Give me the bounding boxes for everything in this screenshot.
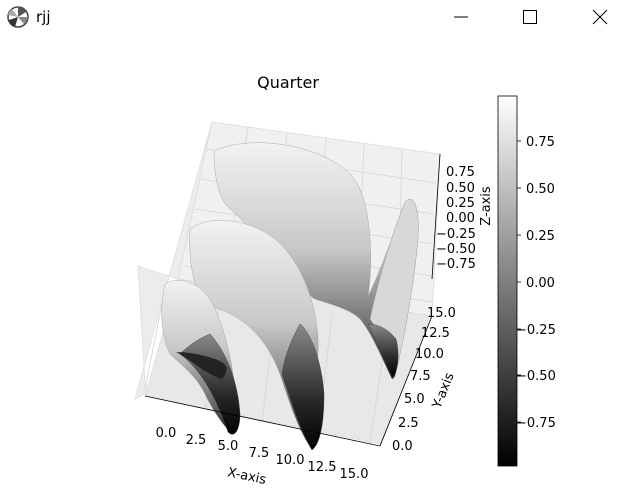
chart-title: Quarter bbox=[257, 73, 319, 92]
x-tick-labels: 0.0 2.5 5.0 7.5 10.0 12.5 15.0 bbox=[156, 426, 369, 482]
y-tick-label: 15.0 bbox=[427, 306, 456, 321]
z-axis: 0.75 0.50 0.25 0.00 −0.25 −0.50 −0.75 Z-… bbox=[431, 153, 494, 280]
z-axis-label: Z-axis bbox=[479, 186, 494, 226]
colorbar-tick-labels: 0.75 0.50 0.25 0.00 −0.25 −0.50 −0.75 bbox=[516, 135, 556, 431]
x-tick-label: 10.0 bbox=[276, 453, 305, 468]
z-tick-label: −0.75 bbox=[436, 257, 476, 272]
colorbar-gradient bbox=[497, 95, 518, 467]
z-tick-label: −0.50 bbox=[436, 242, 476, 257]
z-tick-label: 0.25 bbox=[446, 196, 475, 211]
colorbar-tick-label: 0.50 bbox=[526, 182, 555, 197]
colorbar-tick-label: 0.25 bbox=[526, 229, 555, 244]
y-tick-label: 12.5 bbox=[421, 326, 450, 341]
x-tick-label: 15.0 bbox=[340, 467, 369, 482]
y-tick-label: 2.5 bbox=[398, 416, 419, 431]
minimize-icon bbox=[454, 16, 468, 18]
plot-svg: Quarter bbox=[134, 73, 556, 488]
minimize-button[interactable] bbox=[438, 0, 484, 34]
colorbar-tick-label: 0.00 bbox=[526, 276, 555, 291]
x-tick-label: 0.0 bbox=[156, 426, 177, 441]
surface-plot bbox=[161, 142, 419, 451]
close-icon bbox=[592, 9, 608, 25]
y-tick-label: 5.0 bbox=[404, 392, 425, 407]
figure-canvas[interactable]: Quarter bbox=[0, 34, 623, 500]
title-bar: rjj bbox=[0, 0, 623, 34]
colorbar-tick-label: −0.75 bbox=[516, 416, 556, 431]
x-axis: 0.0 2.5 5.0 7.5 10.0 12.5 15.0 X-axis bbox=[144, 395, 381, 488]
close-button[interactable] bbox=[577, 0, 623, 34]
maximize-button[interactable] bbox=[507, 0, 553, 34]
surface-shadow-floor bbox=[176, 352, 227, 379]
colorbar-tick-label: 0.75 bbox=[526, 135, 555, 150]
y-tick-label: 10.0 bbox=[415, 347, 444, 362]
colorbar-tick-label: −0.50 bbox=[516, 369, 556, 384]
x-tick-label: 5.0 bbox=[218, 439, 239, 454]
colorbar-tick-label: −0.25 bbox=[516, 323, 556, 338]
z-tick-label: 0.00 bbox=[446, 211, 475, 226]
y-tick-label: 7.5 bbox=[410, 369, 431, 384]
y-tick-label: 0.0 bbox=[392, 439, 413, 454]
colorbar: 0.75 0.50 0.25 0.00 −0.25 −0.50 −0.75 bbox=[497, 95, 556, 467]
z-tick-label: −0.25 bbox=[436, 227, 476, 242]
x-axis-label: X-axis bbox=[226, 465, 267, 488]
window-title: rjj bbox=[36, 8, 51, 26]
x-tick-label: 2.5 bbox=[186, 433, 207, 448]
z-tick-label: 0.50 bbox=[446, 181, 475, 196]
maximize-icon bbox=[523, 10, 537, 24]
x-tick-label: 7.5 bbox=[249, 446, 270, 461]
z-tick-label: 0.75 bbox=[446, 165, 475, 180]
z-tick-labels: 0.75 0.50 0.25 0.00 −0.25 −0.50 −0.75 bbox=[436, 165, 476, 272]
y-axis-label: Y-axis bbox=[429, 370, 457, 411]
y-tick-labels: 0.0 2.5 5.0 7.5 10.0 12.5 15.0 bbox=[392, 306, 456, 454]
matplotlib-logo-icon bbox=[7, 6, 29, 28]
x-tick-label: 12.5 bbox=[308, 460, 337, 475]
surface-trough-right bbox=[367, 323, 399, 380]
surface-trough-middle bbox=[281, 323, 325, 451]
